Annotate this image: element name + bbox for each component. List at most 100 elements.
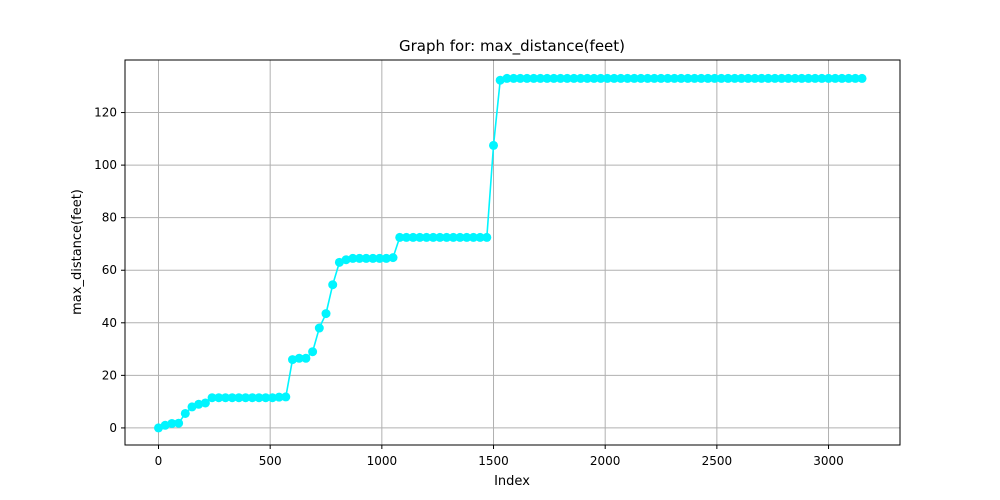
data-point — [261, 393, 271, 403]
data-point — [562, 73, 572, 83]
data-point — [556, 73, 566, 83]
axis-ticks: 0 500 1000 1500 2000 2500 3000 0 20 40 60 80 100 120 — [94, 106, 844, 468]
data-point — [643, 73, 653, 83]
data-point — [415, 232, 425, 242]
plot-frame — [124, 59, 901, 446]
data-point — [656, 73, 666, 83]
x-tick-label: 3000 — [813, 454, 844, 468]
data-point — [649, 73, 659, 83]
data-point — [288, 355, 298, 365]
data-point — [422, 232, 432, 242]
data-point — [468, 232, 478, 242]
data-point — [408, 232, 418, 242]
data-point — [281, 392, 291, 402]
data-point — [676, 73, 686, 83]
data-point — [435, 232, 445, 242]
y-tick-label: 120 — [94, 106, 117, 120]
data-point — [167, 418, 177, 428]
data-point — [301, 353, 311, 363]
data-point — [690, 73, 700, 83]
data-point — [730, 73, 740, 83]
y-axis-label: max_distance(feet) — [70, 189, 85, 315]
data-point — [174, 418, 184, 428]
data-point — [355, 253, 365, 263]
y-tick-label: 100 — [94, 158, 117, 172]
data-point — [629, 73, 639, 83]
data-point — [623, 73, 633, 83]
data-point — [489, 140, 499, 150]
data-point — [857, 73, 867, 83]
y-tick-label: 80 — [102, 211, 117, 225]
data-point — [241, 393, 251, 403]
x-tick-label: 1000 — [367, 454, 398, 468]
data-point — [663, 73, 673, 83]
data-point — [743, 73, 753, 83]
data-point — [669, 73, 679, 83]
data-point — [529, 73, 539, 83]
data-point — [790, 73, 800, 83]
data-point — [267, 393, 277, 403]
data-point — [294, 353, 304, 363]
data-point — [542, 73, 552, 83]
data-point — [589, 73, 599, 83]
y-tick-label: 60 — [102, 263, 117, 277]
data-point — [381, 253, 391, 263]
data-point — [455, 232, 465, 242]
data-point — [462, 232, 472, 242]
data-points — [154, 73, 867, 433]
data-point — [797, 73, 807, 83]
data-point — [502, 73, 512, 83]
data-point — [616, 73, 626, 83]
data-point — [602, 73, 612, 83]
data-point — [817, 73, 827, 83]
data-point — [837, 73, 847, 83]
data-point — [736, 73, 746, 83]
data-point — [750, 73, 760, 83]
data-point — [482, 232, 492, 242]
data-point — [214, 393, 224, 403]
data-point — [770, 73, 780, 83]
data-point — [783, 73, 793, 83]
grid-lines — [125, 60, 900, 445]
data-point — [194, 399, 204, 409]
data-point — [375, 253, 385, 263]
data-point — [254, 393, 264, 403]
data-point — [207, 393, 217, 403]
x-axis-label: Index — [494, 474, 530, 489]
x-tick-label: 1500 — [478, 454, 509, 468]
data-point — [810, 73, 820, 83]
data-point — [314, 323, 324, 333]
data-point — [844, 73, 854, 83]
data-point — [221, 393, 231, 403]
x-tick-label: 500 — [259, 454, 282, 468]
data-point — [200, 398, 210, 408]
data-point — [582, 73, 592, 83]
data-point — [321, 309, 331, 319]
data-point — [401, 232, 411, 242]
data-point — [395, 232, 405, 242]
data-point — [683, 73, 693, 83]
data-point — [763, 73, 773, 83]
y-tick-label: 20 — [102, 368, 117, 382]
data-point — [850, 73, 860, 83]
data-point — [723, 73, 733, 83]
data-point — [247, 393, 257, 403]
data-point — [696, 73, 706, 83]
data-point — [442, 232, 452, 242]
data-point — [348, 253, 358, 263]
data-point — [234, 393, 244, 403]
data-point — [803, 73, 813, 83]
x-tick-label: 0 — [155, 454, 163, 468]
data-point — [703, 73, 713, 83]
data-point — [308, 347, 318, 357]
data-point — [475, 232, 485, 242]
data-point — [522, 73, 532, 83]
data-point — [388, 253, 398, 263]
data-point — [710, 73, 720, 83]
data-point — [341, 255, 351, 265]
y-tick-label: 0 — [109, 421, 117, 435]
data-point — [824, 73, 834, 83]
data-point — [368, 253, 378, 263]
data-point — [576, 73, 586, 83]
